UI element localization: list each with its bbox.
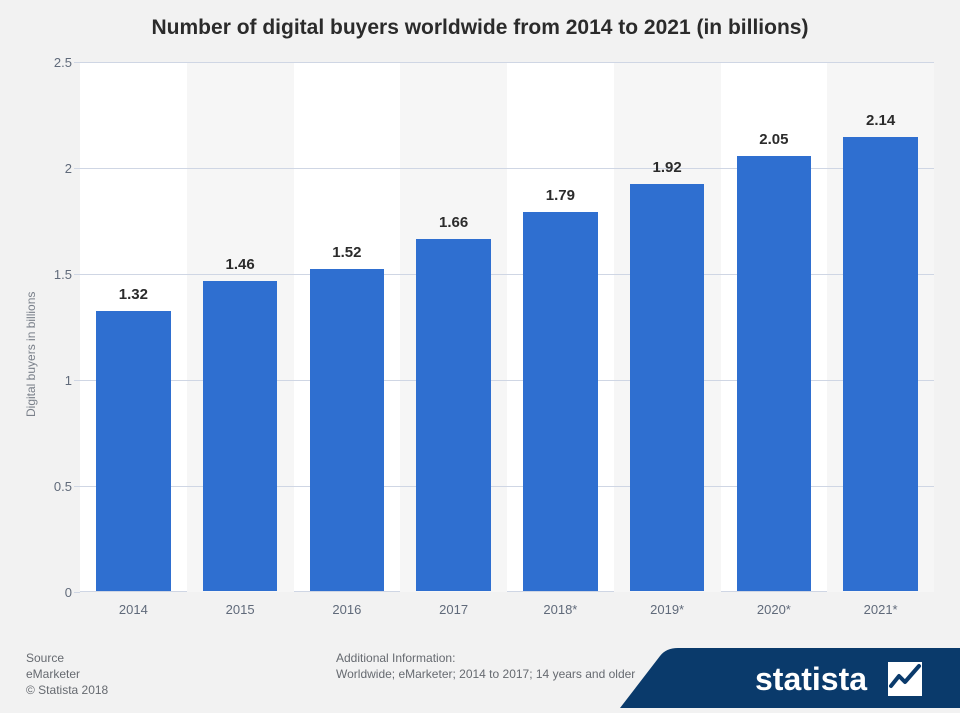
x-tick-label: 2017 bbox=[400, 602, 507, 617]
bar bbox=[310, 269, 385, 591]
bar-value-label: 1.52 bbox=[294, 244, 401, 261]
logo-text: statista bbox=[755, 661, 867, 697]
bar-value-label: 1.46 bbox=[187, 256, 294, 273]
bar-value-label: 1.79 bbox=[507, 187, 614, 204]
x-tick-label: 2015 bbox=[187, 602, 294, 617]
x-tick-label: 2019* bbox=[614, 602, 721, 617]
bar bbox=[523, 212, 598, 591]
y-tick-label: 2 bbox=[36, 161, 72, 176]
bars: 1.321.461.52 1.661.791.922.05 2.14 bbox=[80, 62, 934, 591]
bar bbox=[630, 184, 705, 591]
source-label: Source bbox=[26, 651, 64, 665]
additional-label: Additional Information: bbox=[336, 651, 455, 665]
bar bbox=[737, 156, 812, 591]
bar-value-label: 2.14 bbox=[827, 112, 934, 129]
bar-value-label: 1.66 bbox=[400, 214, 507, 231]
x-tick-label: 2018* bbox=[507, 602, 614, 617]
bar-value-label: 1.92 bbox=[614, 159, 721, 176]
y-tick-label: 2.5 bbox=[36, 55, 72, 70]
y-tick-label: 0 bbox=[36, 585, 72, 600]
y-tick-mark bbox=[74, 592, 80, 593]
x-tick-label: 2020* bbox=[721, 602, 828, 617]
bar bbox=[96, 311, 171, 591]
statista-logo: statista bbox=[620, 648, 960, 713]
y-tick-label: 1 bbox=[36, 373, 72, 388]
chart-page: Number of digital buyers worldwide from … bbox=[0, 0, 960, 713]
y-tick-label: 0.5 bbox=[36, 479, 72, 494]
source-value: eMarketer bbox=[26, 667, 80, 681]
footer: Source eMarketer © Statista 2018 Additio… bbox=[0, 643, 960, 713]
x-tick-label: 2014 bbox=[80, 602, 187, 617]
y-tick-label: 1.5 bbox=[36, 267, 72, 282]
bar bbox=[203, 281, 278, 591]
x-tick-label: 2021* bbox=[827, 602, 934, 617]
bar bbox=[416, 239, 491, 591]
bar-value-label: 2.05 bbox=[721, 131, 828, 148]
bar bbox=[843, 137, 918, 591]
bar-value-label: 1.32 bbox=[80, 286, 187, 303]
statista-logo-svg: statista bbox=[620, 648, 960, 708]
logo-chart-icon bbox=[888, 662, 922, 696]
additional-value: Worldwide; eMarketer; 2014 to 2017; 14 y… bbox=[336, 667, 635, 681]
plot-area: 1.321.461.52 1.661.791.922.05 2.14 bbox=[80, 62, 934, 592]
chart-title: Number of digital buyers worldwide from … bbox=[0, 0, 960, 40]
x-tick-label: 2016 bbox=[294, 602, 401, 617]
copyright: © Statista 2018 bbox=[26, 683, 108, 697]
y-axis-title: Digital buyers in billions bbox=[24, 237, 38, 417]
